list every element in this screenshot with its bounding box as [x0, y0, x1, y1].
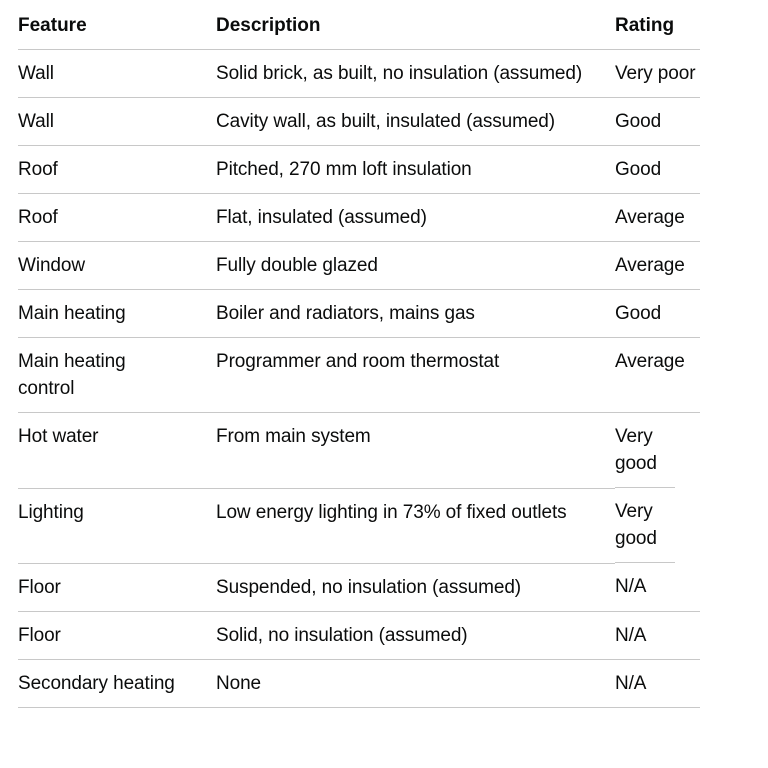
table-row: Main heating control Programmer and room… — [18, 337, 700, 413]
feature-cell: Roof — [18, 193, 216, 242]
table-header-row: Feature Description Rating — [18, 0, 700, 50]
table-row: Secondary heating None N/A — [18, 659, 700, 708]
rating-cell: Very poor — [615, 49, 700, 98]
description-cell: Pitched, 270 mm loft insulation — [216, 145, 615, 194]
table-row: Lighting Low energy lighting in 73% of f… — [18, 488, 700, 564]
table-row: Floor Solid, no insulation (assumed) N/A — [18, 611, 700, 660]
rating-cell: N/A — [615, 611, 700, 660]
description-cell: Low energy lighting in 73% of fixed outl… — [216, 488, 615, 564]
rating-cell: Good — [615, 145, 700, 194]
feature-cell: Floor — [18, 611, 216, 660]
rating-cell: N/A — [615, 563, 700, 612]
feature-cell: Main heating — [18, 289, 216, 338]
description-cell: Suspended, no insulation (assumed) — [216, 563, 615, 612]
table-row: Wall Cavity wall, as built, insulated (a… — [18, 97, 700, 146]
rating-cell: N/A — [615, 659, 700, 708]
header-description: Description — [216, 0, 615, 50]
description-cell: Flat, insulated (assumed) — [216, 193, 615, 242]
table-row: Wall Solid brick, as built, no insulatio… — [18, 49, 700, 98]
table-row: Window Fully double glazed Average — [18, 241, 700, 290]
description-cell: Boiler and radiators, mains gas — [216, 289, 615, 338]
feature-cell: Roof — [18, 145, 216, 194]
header-feature: Feature — [18, 0, 216, 50]
rating-cell: Average — [615, 193, 700, 242]
description-cell: Solid brick, as built, no insulation (as… — [216, 49, 615, 98]
header-rating: Rating — [615, 0, 700, 50]
description-cell: Fully double glazed — [216, 241, 615, 290]
rating-cell: Average — [615, 337, 700, 413]
feature-cell: Floor — [18, 563, 216, 612]
rating-cell: Very good — [615, 488, 675, 563]
property-features-table: Feature Description Rating Wall Solid br… — [18, 0, 700, 708]
description-cell: Cavity wall, as built, insulated (assume… — [216, 97, 615, 146]
table-row: Roof Pitched, 270 mm loft insulation Goo… — [18, 145, 700, 194]
feature-cell: Wall — [18, 97, 216, 146]
feature-cell: Lighting — [18, 488, 216, 564]
feature-cell: Window — [18, 241, 216, 290]
table-row: Hot water From main system Very good — [18, 412, 700, 489]
feature-cell: Wall — [18, 49, 216, 98]
description-cell: None — [216, 659, 615, 708]
rating-cell: Average — [615, 241, 700, 290]
table-row: Roof Flat, insulated (assumed) Average — [18, 193, 700, 242]
description-cell: Solid, no insulation (assumed) — [216, 611, 615, 660]
feature-cell: Hot water — [18, 412, 216, 489]
table-row: Main heating Boiler and radiators, mains… — [18, 289, 700, 338]
rating-cell: Very good — [615, 413, 675, 488]
feature-cell: Main heating control — [18, 337, 216, 413]
table-row: Floor Suspended, no insulation (assumed)… — [18, 563, 700, 612]
rating-cell: Good — [615, 289, 700, 338]
rating-cell: Good — [615, 97, 700, 146]
description-cell: Programmer and room thermostat — [216, 337, 615, 413]
feature-cell: Secondary heating — [18, 659, 216, 708]
description-cell: From main system — [216, 412, 615, 489]
